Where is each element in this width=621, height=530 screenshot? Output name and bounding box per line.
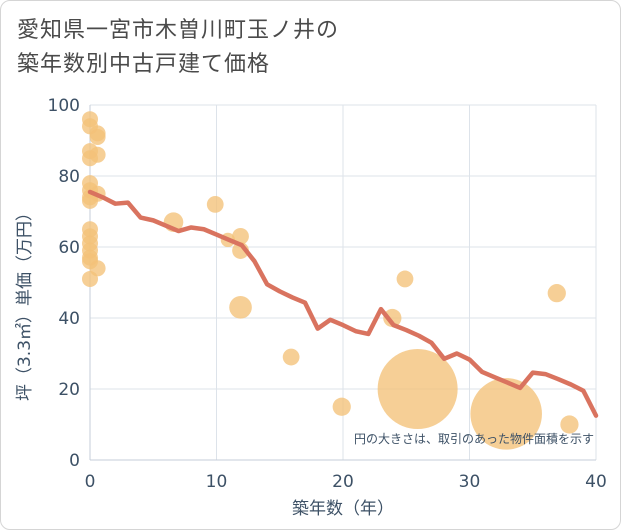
bubble-point <box>560 415 579 434</box>
average-line-series <box>87 189 599 418</box>
average-price-line <box>87 189 599 418</box>
y-tick-label: 80 <box>58 167 80 187</box>
y-tick-label: 100 <box>48 96 80 116</box>
x-tick-label: 20 <box>332 472 354 492</box>
y-tick-label: 40 <box>58 309 80 329</box>
x-tick-label: 40 <box>585 472 607 492</box>
y-axis-title: 坪（3.3㎡）単価（万円） <box>15 204 35 401</box>
x-tick-label: 10 <box>206 472 228 492</box>
x-tick-label: 0 <box>85 472 96 492</box>
x-tick-label: 30 <box>459 472 481 492</box>
bubble-point <box>377 349 458 429</box>
bubble-size-note: 円の大きさは、取引のあった物件面積を示す <box>354 431 594 446</box>
y-tick-label: 60 <box>58 238 80 258</box>
bubble-series <box>82 111 579 450</box>
bubble-point <box>206 196 224 213</box>
chart-title-line2: 築年数別中古戸建て価格 <box>17 52 271 77</box>
bubble-point <box>547 284 566 303</box>
bubble-point <box>282 348 300 366</box>
bubble-point <box>470 378 542 450</box>
bubble-point <box>229 296 252 319</box>
y-tick-label: 20 <box>58 380 80 400</box>
bubble-point <box>89 146 106 163</box>
bubble-point <box>383 308 402 328</box>
bubble-point <box>89 260 106 277</box>
axis-ticks: 0 10 20 30 40 0 20 40 60 80 100 <box>48 96 607 492</box>
x-axis-title: 築年数（年） <box>292 499 394 519</box>
bubble-point <box>396 270 414 288</box>
y-tick-label: 0 <box>69 451 80 471</box>
chart-title: 愛知県一宮市木曽川町玉ノ井の 築年数別中古戸建て価格 <box>17 14 339 82</box>
bubble-point <box>89 128 106 145</box>
bubble-point <box>332 397 351 416</box>
chart-title-line1: 愛知県一宮市木曽川町玉ノ井の <box>17 18 340 43</box>
